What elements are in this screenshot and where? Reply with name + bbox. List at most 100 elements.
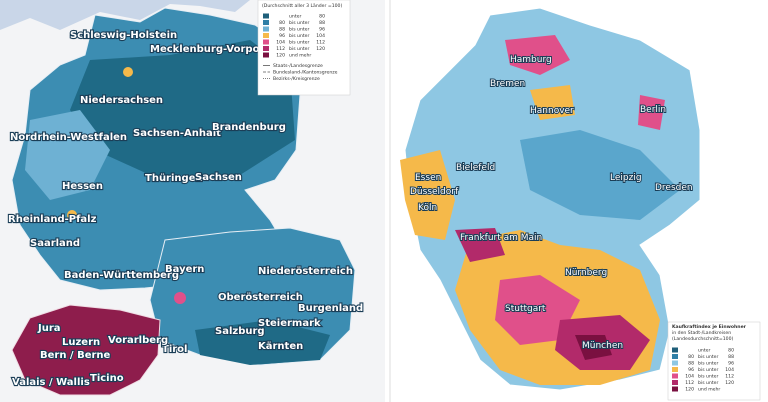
legend-text: bis unter <box>289 20 309 26</box>
legend-text: bis unter <box>289 33 309 39</box>
legend-swatch <box>672 386 678 392</box>
legend-text: und mehr <box>698 387 720 393</box>
legend-text: bis unter <box>289 40 309 46</box>
legend-swatch <box>263 52 269 58</box>
legend-text: 80 <box>728 348 734 354</box>
legend-title: in den Stadt-/Landkreisen <box>672 330 731 336</box>
legend-title: (Landesdurchschnitt=100) <box>672 336 734 342</box>
legend-text: bis unter <box>698 380 718 386</box>
legend-text: 104 <box>276 40 285 46</box>
legend-text: 88 <box>279 27 285 33</box>
region-label: Niederösterreich <box>258 266 353 277</box>
legend-text: 88 <box>688 361 694 367</box>
legend-swatch <box>263 39 269 45</box>
legend-text: 80 <box>688 354 694 360</box>
legend-text: 80 <box>279 20 285 26</box>
legend-text: und mehr <box>289 53 311 59</box>
legend-text: 96 <box>728 361 734 367</box>
legend-text: bis unter <box>289 46 309 52</box>
legend-text: 120 <box>685 387 694 393</box>
region-label: Vorarlberg <box>108 335 168 346</box>
legend-text: Staats-/Landesgrenze <box>273 63 323 69</box>
legend-swatch <box>263 46 269 51</box>
legend-text: 104 <box>725 367 734 373</box>
region-label: Steiermark <box>258 318 321 329</box>
munich-core <box>575 335 612 360</box>
city-spot <box>123 67 133 77</box>
legend-text: 80 <box>319 14 325 20</box>
region-label: Bayern <box>165 264 204 275</box>
city-label: Dresden <box>655 183 693 193</box>
legend-swatch <box>672 354 678 359</box>
city-label: Stuttgart <box>505 304 546 314</box>
legend-box <box>257 0 351 96</box>
legend-swatch <box>263 20 269 25</box>
city-label: München <box>582 341 623 351</box>
region-label: Tirol <box>162 344 187 355</box>
legend-text: unter <box>698 348 710 354</box>
legend-swatch <box>672 373 678 379</box>
city-label: Bremen <box>490 79 525 89</box>
region-label: Hessen <box>62 181 103 192</box>
hamburg-area <box>505 35 570 75</box>
berlin-area <box>638 95 665 130</box>
city-label: Bielefeld <box>456 163 495 173</box>
legend-text: 120 <box>316 46 325 52</box>
legend-text: 88 <box>728 354 734 360</box>
right-map: Hamburg Bremen Hannover Berlin Bielefeld… <box>395 0 768 402</box>
west-area <box>25 110 110 200</box>
city-spot <box>174 292 186 304</box>
city-label: Nürnberg <box>565 268 607 278</box>
region-label: Salzburg <box>215 326 265 337</box>
region-label: Schleswig-Holstein <box>70 30 177 41</box>
legend-text: 96 <box>279 33 285 39</box>
legend-text: 104 <box>316 33 325 39</box>
region-label: Niedersachsen <box>80 95 163 106</box>
legend-text: 88 <box>319 20 325 26</box>
legend-text: unter <box>289 14 301 20</box>
region-label: Baden-Württemberg <box>64 270 179 281</box>
legend-swatch <box>672 347 678 353</box>
region-label: Brandenburg <box>212 122 286 133</box>
legend: Kaufkraftindex je Einwohner in den Stadt… <box>667 321 761 401</box>
legend-box <box>667 321 761 401</box>
legend-swatch <box>263 13 269 19</box>
legend-swatch <box>263 33 269 38</box>
switzerland-area <box>11 304 161 396</box>
region-label: Luzern <box>62 337 100 348</box>
region-label: Bern / Berne <box>40 350 111 361</box>
legend-text: bis unter <box>289 27 309 33</box>
region-label: Thüringen <box>145 173 203 184</box>
legend-text: 112 <box>725 374 734 380</box>
legend-text: bis unter <box>698 354 718 360</box>
legend-text: 96 <box>319 27 325 33</box>
legend-swatch <box>672 360 678 366</box>
rhine-area <box>400 150 455 240</box>
city-label: Leipzig <box>610 173 642 183</box>
city-label: Hamburg <box>510 55 552 65</box>
city-label: Berlin <box>640 105 666 115</box>
legend: (Durchschnitt aller 3 Länder =100) unter… <box>257 0 351 96</box>
legend-text: 96 <box>688 367 694 373</box>
region-label: Jura <box>37 323 61 334</box>
region-label: Ticino <box>90 373 124 384</box>
sea <box>0 0 250 30</box>
region-label: Valais / Wallis <box>12 377 90 388</box>
legend-swatch <box>263 26 269 32</box>
hannover-area <box>530 85 575 120</box>
region-label: Saarland <box>30 238 80 249</box>
legend-text: bis unter <box>698 367 718 373</box>
city-label: Hannover <box>530 106 574 116</box>
city-label: Frankfurt am Main <box>460 233 542 243</box>
region-label: Oberösterreich <box>218 292 303 303</box>
region-label: Rheinland-Pfalz <box>8 214 97 225</box>
legend-text: 112 <box>316 40 325 46</box>
legend-text: bis unter <box>698 374 718 380</box>
region-label: Nordrhein-Westfalen <box>10 132 127 143</box>
frankfurt-area <box>455 228 505 262</box>
legend-text: Bezirks-/Kreisgrenze <box>273 76 320 82</box>
central-area <box>520 130 680 220</box>
legend-text: 120 <box>276 53 285 59</box>
legend-text: 112 <box>276 46 285 52</box>
